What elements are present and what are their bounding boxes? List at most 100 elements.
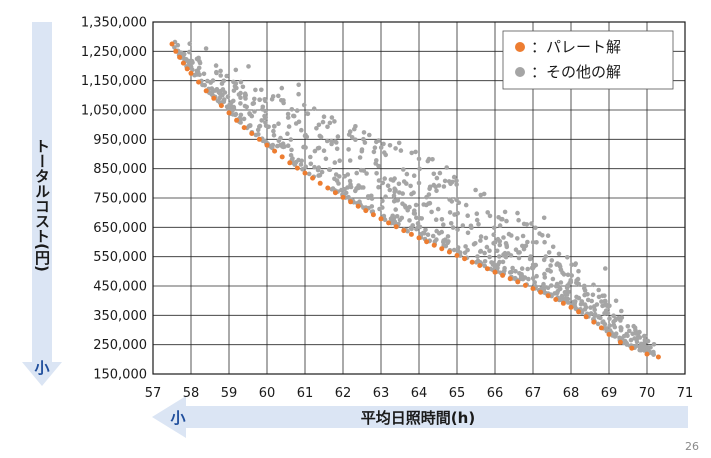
y-tick-label: 250,000 bbox=[93, 338, 147, 353]
legend-other-marker bbox=[515, 67, 525, 77]
pareto-point bbox=[439, 246, 445, 252]
other-solution-point bbox=[520, 243, 525, 249]
other-solution-point bbox=[289, 147, 294, 153]
other-solution-point bbox=[540, 233, 545, 238]
other-solution-point bbox=[416, 156, 422, 162]
other-solution-point bbox=[238, 120, 243, 125]
other-solution-point bbox=[304, 134, 310, 140]
other-solution-point bbox=[218, 73, 223, 78]
other-solution-point bbox=[361, 136, 366, 142]
other-solution-point bbox=[213, 63, 219, 68]
other-solution-point bbox=[377, 206, 382, 212]
other-solution-point bbox=[502, 209, 508, 215]
y-tick-label: 1,150,000 bbox=[81, 74, 147, 89]
other-solution-point bbox=[558, 267, 564, 273]
other-solution-point bbox=[471, 242, 477, 247]
pareto-point bbox=[469, 259, 475, 265]
pareto-point bbox=[644, 351, 650, 357]
other-solution-point bbox=[607, 316, 612, 321]
other-solution-point bbox=[361, 168, 367, 173]
other-solution-point bbox=[221, 97, 227, 102]
pareto-point bbox=[332, 190, 338, 196]
other-solution-point bbox=[330, 186, 336, 191]
other-solution-point bbox=[550, 276, 556, 282]
other-solution-point bbox=[434, 237, 439, 242]
other-solution-point bbox=[434, 175, 440, 181]
other-solution-point bbox=[319, 169, 325, 175]
other-solution-point bbox=[429, 209, 434, 215]
other-solution-point bbox=[516, 255, 522, 261]
other-solution-point bbox=[376, 138, 381, 143]
other-solution-point bbox=[565, 254, 570, 260]
other-solution-point bbox=[404, 171, 410, 177]
other-solution-point bbox=[305, 111, 311, 117]
pareto-point bbox=[545, 293, 551, 299]
other-solution-point bbox=[332, 176, 337, 182]
other-solution-point bbox=[565, 272, 571, 278]
other-solution-point bbox=[347, 129, 353, 134]
other-solution-point bbox=[292, 162, 298, 167]
other-solution-point bbox=[462, 250, 468, 256]
other-solution-point bbox=[558, 280, 564, 285]
other-solution-point bbox=[561, 272, 567, 277]
other-solution-point bbox=[604, 326, 609, 331]
other-solution-point bbox=[437, 170, 443, 176]
other-solution-point bbox=[201, 71, 207, 77]
other-solution-point bbox=[497, 239, 503, 244]
pareto-point bbox=[386, 220, 392, 226]
other-solution-point bbox=[430, 157, 435, 162]
other-solution-point bbox=[637, 347, 642, 353]
other-solution-point bbox=[482, 259, 488, 264]
other-solution-point bbox=[589, 298, 594, 304]
other-solution-point bbox=[475, 258, 481, 264]
x-tick-label: 59 bbox=[221, 386, 238, 401]
other-solution-point bbox=[262, 97, 268, 102]
other-solution-point bbox=[238, 79, 244, 85]
other-solution-point bbox=[391, 220, 396, 226]
other-solution-point bbox=[448, 181, 453, 187]
other-solution-point bbox=[492, 240, 498, 245]
other-solution-point bbox=[490, 262, 496, 267]
other-solution-point bbox=[332, 119, 337, 124]
other-solution-point bbox=[417, 224, 423, 230]
other-solution-point bbox=[233, 67, 239, 73]
other-solution-point bbox=[463, 202, 469, 208]
pareto-point bbox=[530, 286, 536, 292]
pareto-point bbox=[515, 279, 521, 285]
other-solution-point bbox=[291, 113, 296, 119]
other-solution-point bbox=[434, 188, 439, 194]
other-solution-point bbox=[414, 215, 419, 221]
pareto-point bbox=[393, 224, 399, 230]
other-solution-point bbox=[529, 221, 534, 226]
x-tick-label: 67 bbox=[525, 386, 542, 401]
pareto-point bbox=[507, 276, 513, 282]
other-solution-point bbox=[187, 49, 192, 55]
other-solution-point bbox=[455, 227, 460, 232]
y-tick-label: 750,000 bbox=[93, 192, 147, 207]
pareto-point bbox=[492, 269, 498, 275]
other-solution-point bbox=[382, 150, 387, 155]
other-solution-point bbox=[473, 187, 478, 193]
pareto-point bbox=[279, 154, 285, 160]
other-solution-point bbox=[392, 189, 398, 195]
other-solution-point bbox=[382, 176, 388, 181]
other-solution-point bbox=[236, 92, 242, 97]
other-solution-point bbox=[220, 87, 226, 92]
other-solution-point bbox=[371, 149, 377, 155]
other-solution-point bbox=[603, 301, 608, 306]
other-solution-point bbox=[574, 294, 579, 300]
other-solution-point bbox=[387, 143, 393, 148]
pareto-point bbox=[203, 88, 209, 94]
other-solution-point bbox=[515, 210, 520, 216]
other-solution-point bbox=[483, 235, 489, 241]
other-solution-point bbox=[303, 145, 308, 150]
other-solution-point bbox=[312, 164, 317, 170]
other-solution-point bbox=[541, 257, 547, 263]
other-solution-point bbox=[475, 254, 480, 259]
other-solution-point bbox=[221, 78, 227, 84]
other-solution-point bbox=[533, 225, 538, 231]
other-solution-point bbox=[378, 145, 384, 150]
other-solution-point bbox=[242, 103, 248, 109]
other-solution-point bbox=[596, 314, 601, 319]
other-solution-point bbox=[516, 217, 521, 223]
